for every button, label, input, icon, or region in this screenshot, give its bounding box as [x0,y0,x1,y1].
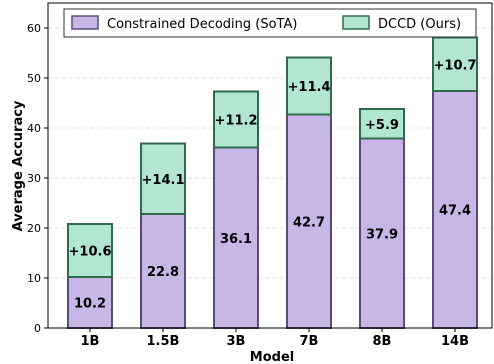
y-tick-label: 0 [34,322,41,335]
x-axis-label: Model [250,350,294,364]
bar-dccd-8B [359,108,405,140]
y-tick-label: 10 [27,272,41,285]
y-axis-label: Average Accuracy [11,100,26,231]
gain-value-label: +10.7 [434,58,477,73]
base-value-label: 47.4 [439,204,471,219]
grid-lines [48,27,492,329]
bar-sota-7B [286,113,332,329]
bar-dccd-1B [67,223,113,278]
x-tick-label: 1.5B [147,334,180,349]
y-tick-label: 20 [27,222,41,235]
legend-frame [63,8,477,38]
x-axis: 1B 1.5B 3B 7B 8B 14B [81,328,469,349]
base-value-label: 42.7 [293,215,325,230]
bar-sota-3B [213,146,259,329]
y-tick-label: 60 [27,22,41,35]
base-value-label: 37.9 [366,227,398,242]
legend-swatch-sota [71,15,99,30]
bar-sota-1.5B [140,213,186,329]
gain-value-label: +11.2 [215,114,258,129]
bar-labels: 10.2 +10.6 22.8 +14.1 36.1 +11.2 42.7 +11.4 37.9… [69,58,477,311]
x-tick-label: 14B [441,334,469,349]
legend-swatch-dccd [342,15,370,30]
gain-value-label: +14.1 [142,173,185,188]
bar-dccd-3B [213,90,259,149]
base-value-label: 36.1 [220,232,252,247]
bar-dccd-1.5B [140,142,186,215]
bar-dccd-7B [286,56,332,116]
x-tick-label: 7B [300,334,319,349]
plot-frame [47,2,493,329]
y-tick-label: 30 [27,172,41,185]
y-tick-label: 40 [27,122,41,135]
bars [67,36,478,329]
gain-value-label: +5.9 [365,118,399,133]
gain-value-label: +10.6 [69,245,112,260]
y-axis: 0 10 20 30 40 50 60 [27,22,48,335]
gain-value-label: +11.4 [288,80,331,95]
legend: Constrained Decoding (SoTA) DCCD (Ours) [63,8,477,38]
base-value-label: 22.8 [147,265,179,280]
y-tick-label: 50 [27,72,41,85]
legend-label-sota: Constrained Decoding (SoTA) [107,17,297,32]
base-value-label: 10.2 [74,297,106,312]
bar-sota-1B [67,276,113,329]
x-tick-label: 1B [81,334,100,349]
legend-label-dccd: DCCD (Ours) [378,17,461,32]
bar-dccd-14B [432,36,478,92]
x-tick-label: 3B [227,334,246,349]
x-tick-label: 8B [373,334,392,349]
